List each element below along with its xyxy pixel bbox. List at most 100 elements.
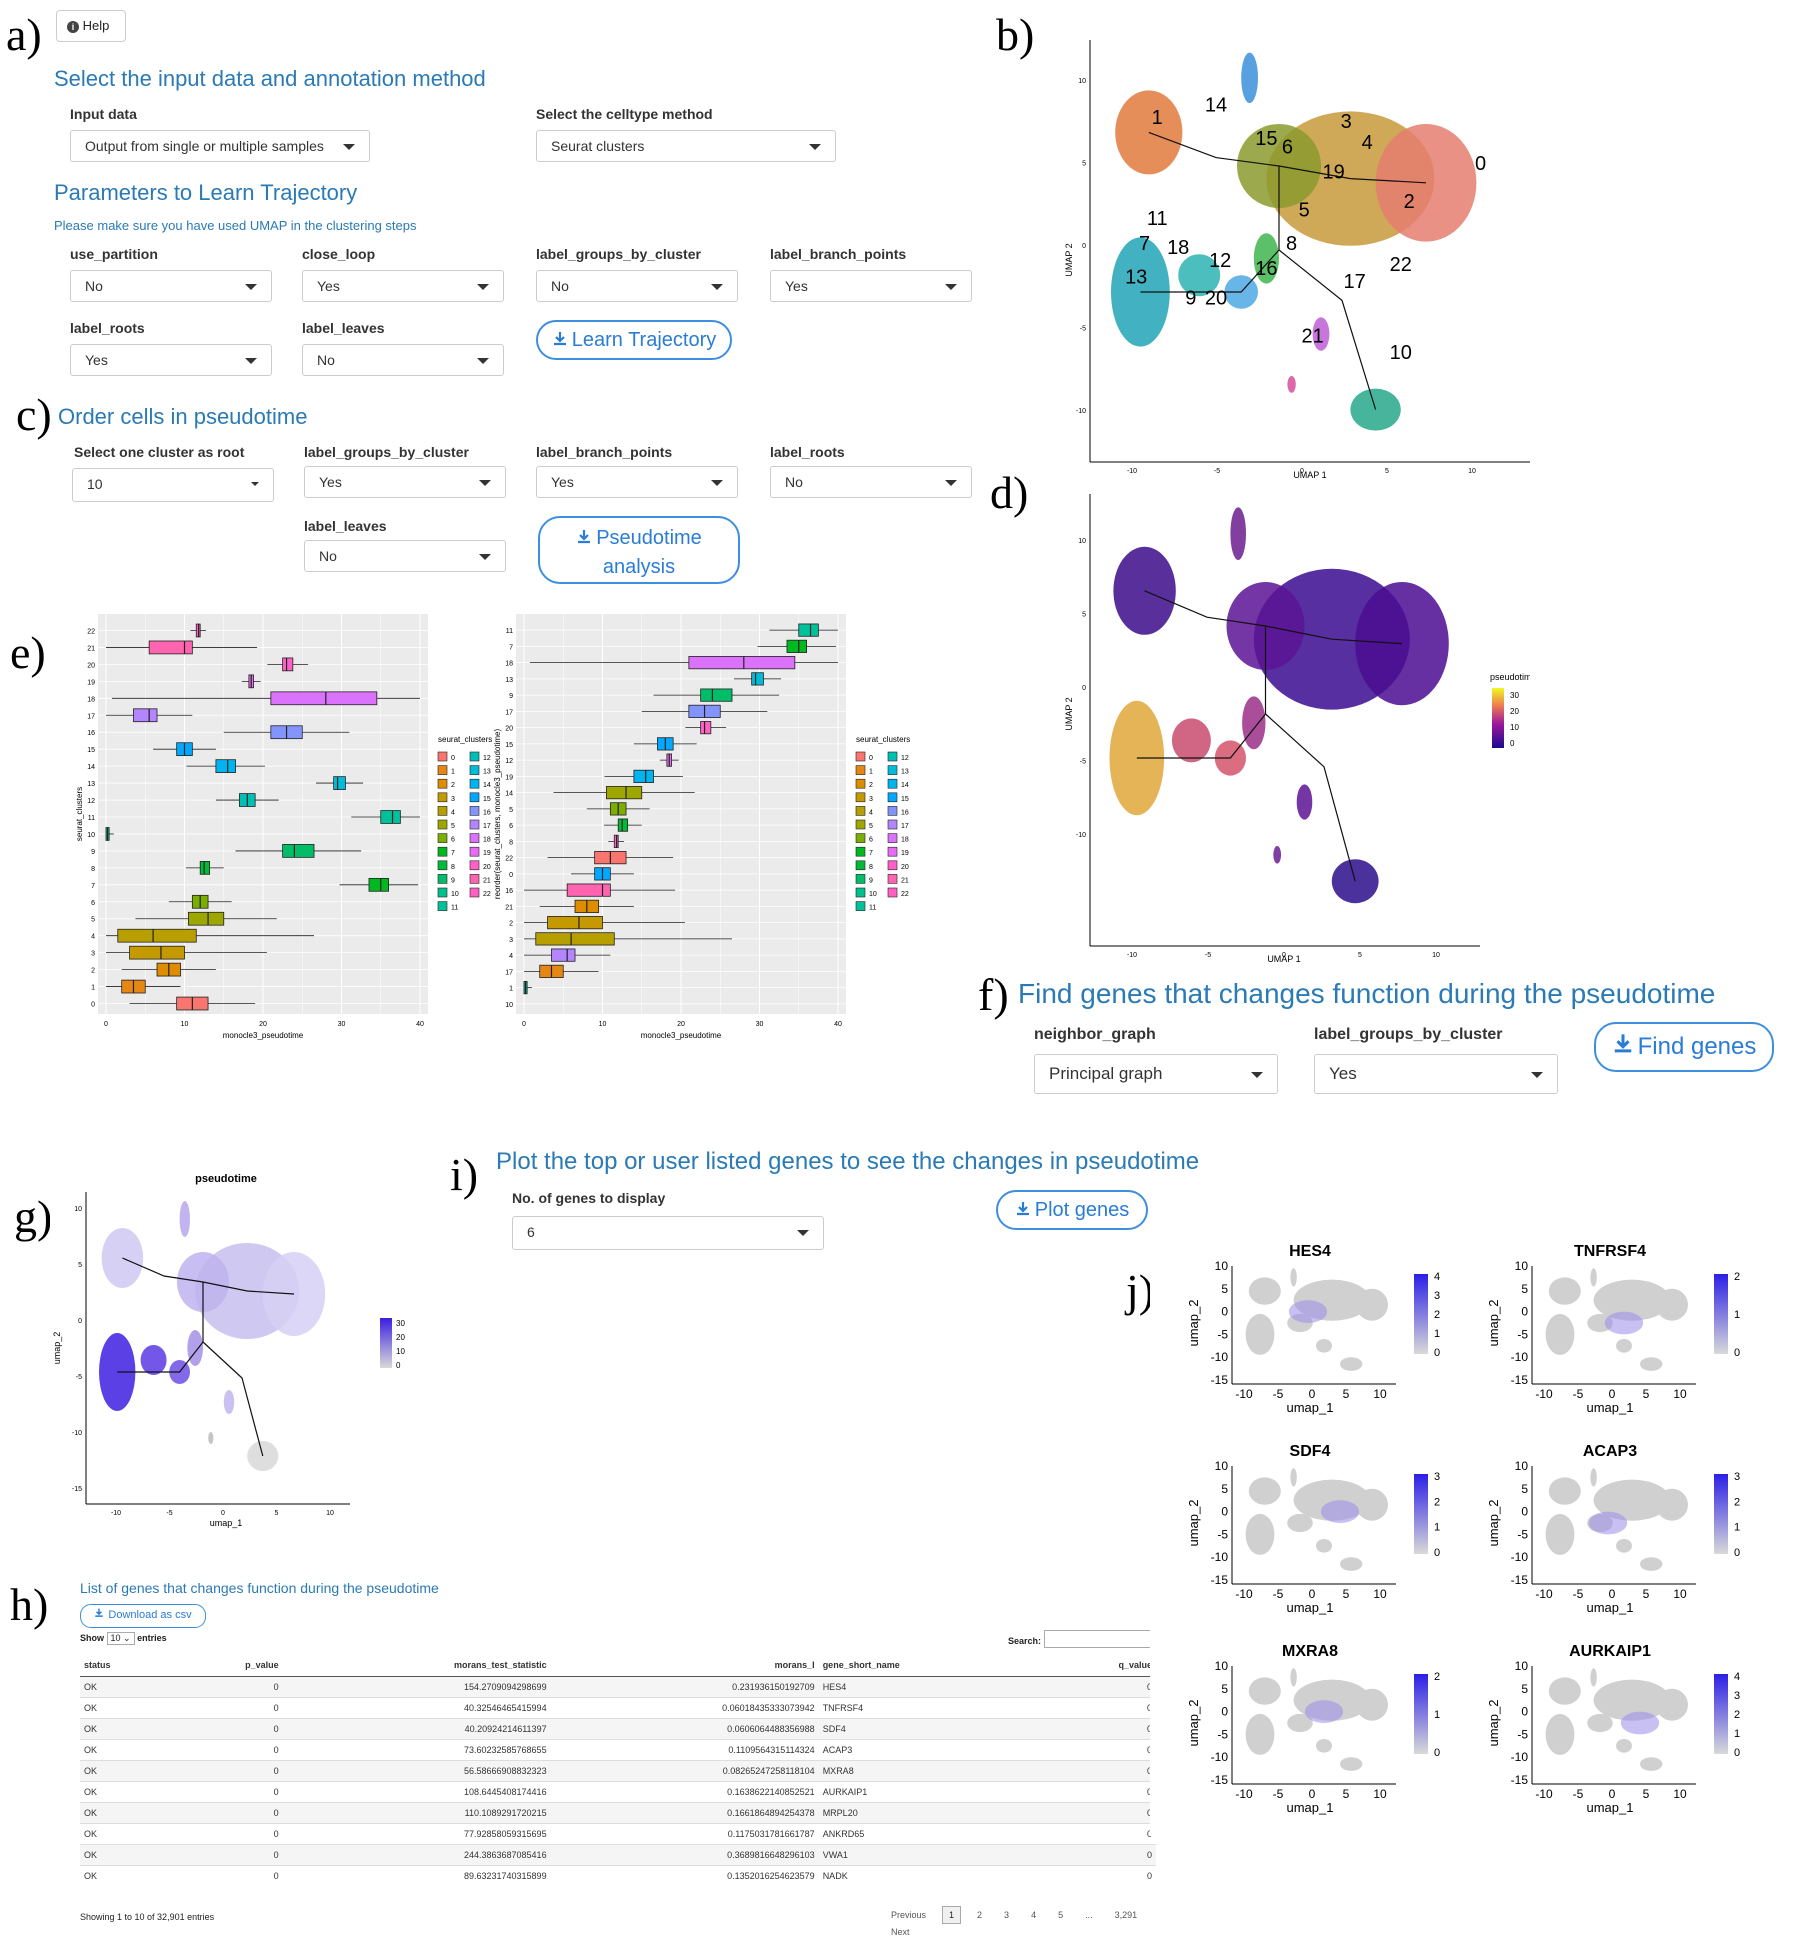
table-cell: 0.1638622140852521 xyxy=(550,1781,819,1803)
boxplot-legend-swatch xyxy=(855,846,866,857)
cluster-label: 11 xyxy=(1147,208,1168,230)
pseudotime-purple-legend-tick: 0 xyxy=(396,1361,401,1370)
table-column-header[interactable]: p_value xyxy=(171,1654,283,1677)
table-row: OK 0 73.60232585768655 0.1109564315114324 AC… xyxy=(80,1739,1156,1761)
gene-plot-legend-tick: 1 xyxy=(1734,1522,1740,1534)
num-genes-select[interactable]: 6 xyxy=(512,1216,824,1250)
table-cell: 89.63231740315899 xyxy=(282,1865,551,1886)
boxplot-legend-swatch xyxy=(437,874,448,884)
find-genes-button[interactable]: Find genes xyxy=(1594,1022,1774,1072)
learn-trajectory-button[interactable]: Learn Trajectory xyxy=(536,320,732,360)
boxplot-category-label: 1 xyxy=(91,985,95,992)
pagination-item[interactable]: Previous xyxy=(891,1910,927,1920)
pseudotime-analysis-button[interactable]: Pseudotime analysis xyxy=(538,516,740,584)
table-column-header[interactable]: morans_I xyxy=(550,1654,819,1677)
pagination-item[interactable]: 1 xyxy=(942,1906,962,1924)
umap-d-xtick: -5 xyxy=(1205,952,1211,959)
gene-plot-ytick: 5 xyxy=(1521,1682,1528,1696)
table-cell: MRPL20 xyxy=(818,1802,1046,1824)
cluster-label: 6 xyxy=(1282,136,1293,158)
gene-plot-cell-cloud xyxy=(1290,1668,1297,1687)
celltype-method-label: Select the celltype method xyxy=(536,106,713,122)
boxplot-legend-swatch xyxy=(437,846,448,857)
label-branch-label: label_branch_points xyxy=(770,246,907,262)
boxplot-legend-label: 11 xyxy=(451,905,458,912)
boxplot-legend-swatch xyxy=(437,778,448,789)
gene-plot-legend-tick: 2 xyxy=(1734,1496,1740,1508)
pagination-item[interactable]: 3 xyxy=(1004,1910,1010,1920)
table-column-header[interactable]: gene_short_name xyxy=(818,1654,1046,1677)
info-icon: i xyxy=(67,21,79,33)
boxplot-legend-swatch xyxy=(887,833,898,843)
pagination-item[interactable]: 2 xyxy=(977,1910,983,1920)
download-csv-button[interactable]: Download as csv xyxy=(80,1604,206,1628)
boxplot-legend-swatch xyxy=(855,792,866,803)
close-loop-label: close_loop xyxy=(302,246,376,262)
table-column-header[interactable]: morans_test_statistic xyxy=(282,1654,551,1677)
c-label-groups-select[interactable]: Yes xyxy=(304,466,506,498)
chevron-down-icon xyxy=(711,284,723,290)
umap-g-cell-cloud xyxy=(179,1201,190,1237)
cluster-label: 8 xyxy=(1286,233,1297,255)
table-column-header[interactable]: q_value xyxy=(1045,1654,1156,1677)
gene-plot-ytick: 10 xyxy=(1515,1459,1529,1473)
download-icon xyxy=(576,525,592,553)
neighbor-graph-select[interactable]: Principal graph xyxy=(1034,1054,1278,1094)
celltype-method-select[interactable]: Seurat clusters xyxy=(536,130,836,162)
use-partition-select[interactable]: No xyxy=(70,270,272,302)
help-button[interactable]: i Help xyxy=(56,10,126,42)
pagination-item[interactable]: ... xyxy=(1085,1910,1093,1920)
c-label-roots-select[interactable]: No xyxy=(770,466,972,498)
label-groups-select[interactable]: No xyxy=(536,270,738,302)
table-column-header[interactable]: status xyxy=(80,1654,172,1677)
input-data-select[interactable]: Output from single or multiple samples xyxy=(70,130,370,162)
boxplot-category-label: 14 xyxy=(87,764,95,771)
chevron-down-icon xyxy=(809,144,821,150)
root-cluster-select[interactable]: 10 xyxy=(72,468,274,502)
boxplot-legend-label: 15 xyxy=(901,796,909,803)
pagination-item[interactable]: 4 xyxy=(1031,1910,1037,1920)
gene-plot-cell-cloud xyxy=(1640,1357,1663,1371)
gene-plot-xtick: 10 xyxy=(1673,1787,1687,1801)
entries-select[interactable]: 10 ⌄ xyxy=(106,1632,135,1645)
gene-plot-cell-cloud xyxy=(1316,1338,1332,1353)
pseudotime-legend-tick: 30 xyxy=(1510,691,1519,700)
pseudotime-legend-tick: 0 xyxy=(1510,739,1515,748)
table-cell: OK xyxy=(80,1844,172,1866)
table-row: OK 0 89.63231740315899 0.1352016254623579 NA… xyxy=(80,1865,1156,1886)
label-branch-select[interactable]: Yes xyxy=(770,270,972,302)
gene-plot-xtick: 0 xyxy=(1309,1587,1316,1601)
section-input-title: Select the input data and annotation met… xyxy=(54,66,486,91)
pseudotime-purple-legend-tick: 10 xyxy=(396,1347,405,1356)
c-label-leaves-select[interactable]: No xyxy=(304,540,506,572)
boxplot-legend-label: 13 xyxy=(901,769,909,776)
gene-plot-ytick: 10 xyxy=(1215,1259,1229,1273)
boxplot-legend-swatch xyxy=(887,751,898,762)
boxplot-legend-swatch xyxy=(469,860,480,871)
label-leaves-select[interactable]: No xyxy=(302,344,504,376)
gene-plot-ytick: 0 xyxy=(1221,1505,1228,1519)
table-cell: OK xyxy=(80,1739,172,1761)
pagination-item[interactable]: Next xyxy=(891,1927,910,1937)
boxplot-box xyxy=(535,932,615,946)
boxplot-legend-swatch xyxy=(437,792,448,803)
label-roots-select[interactable]: Yes xyxy=(70,344,272,376)
gene-plot-cell-cloud xyxy=(1340,1357,1363,1371)
search-input[interactable] xyxy=(1044,1630,1156,1648)
gene-plot-legend-tick: 3 xyxy=(1434,1471,1440,1483)
f-label-groups-select[interactable]: Yes xyxy=(1314,1054,1558,1094)
pagination-item[interactable]: 3,291 xyxy=(1114,1910,1138,1920)
table-cell: 0 xyxy=(1045,1844,1156,1866)
gene-plot-cell-cloud xyxy=(1593,1279,1671,1321)
boxplot-category-label: 19 xyxy=(505,774,513,781)
panel-label-i: i) xyxy=(450,1149,479,1200)
plot-genes-button[interactable]: Plot genes xyxy=(996,1190,1148,1230)
boxplot-legend-label: 21 xyxy=(483,877,491,884)
umap-g-xtick: 0 xyxy=(221,1510,225,1517)
gene-plot-cell-cloud xyxy=(1340,1757,1363,1771)
c-label-branch-select[interactable]: Yes xyxy=(536,466,738,498)
pagination-item[interactable]: 5 xyxy=(1058,1910,1064,1920)
umap-g-cell-cloud xyxy=(223,1390,235,1414)
chevron-down-icon xyxy=(245,358,257,364)
close-loop-select[interactable]: Yes xyxy=(302,270,504,302)
